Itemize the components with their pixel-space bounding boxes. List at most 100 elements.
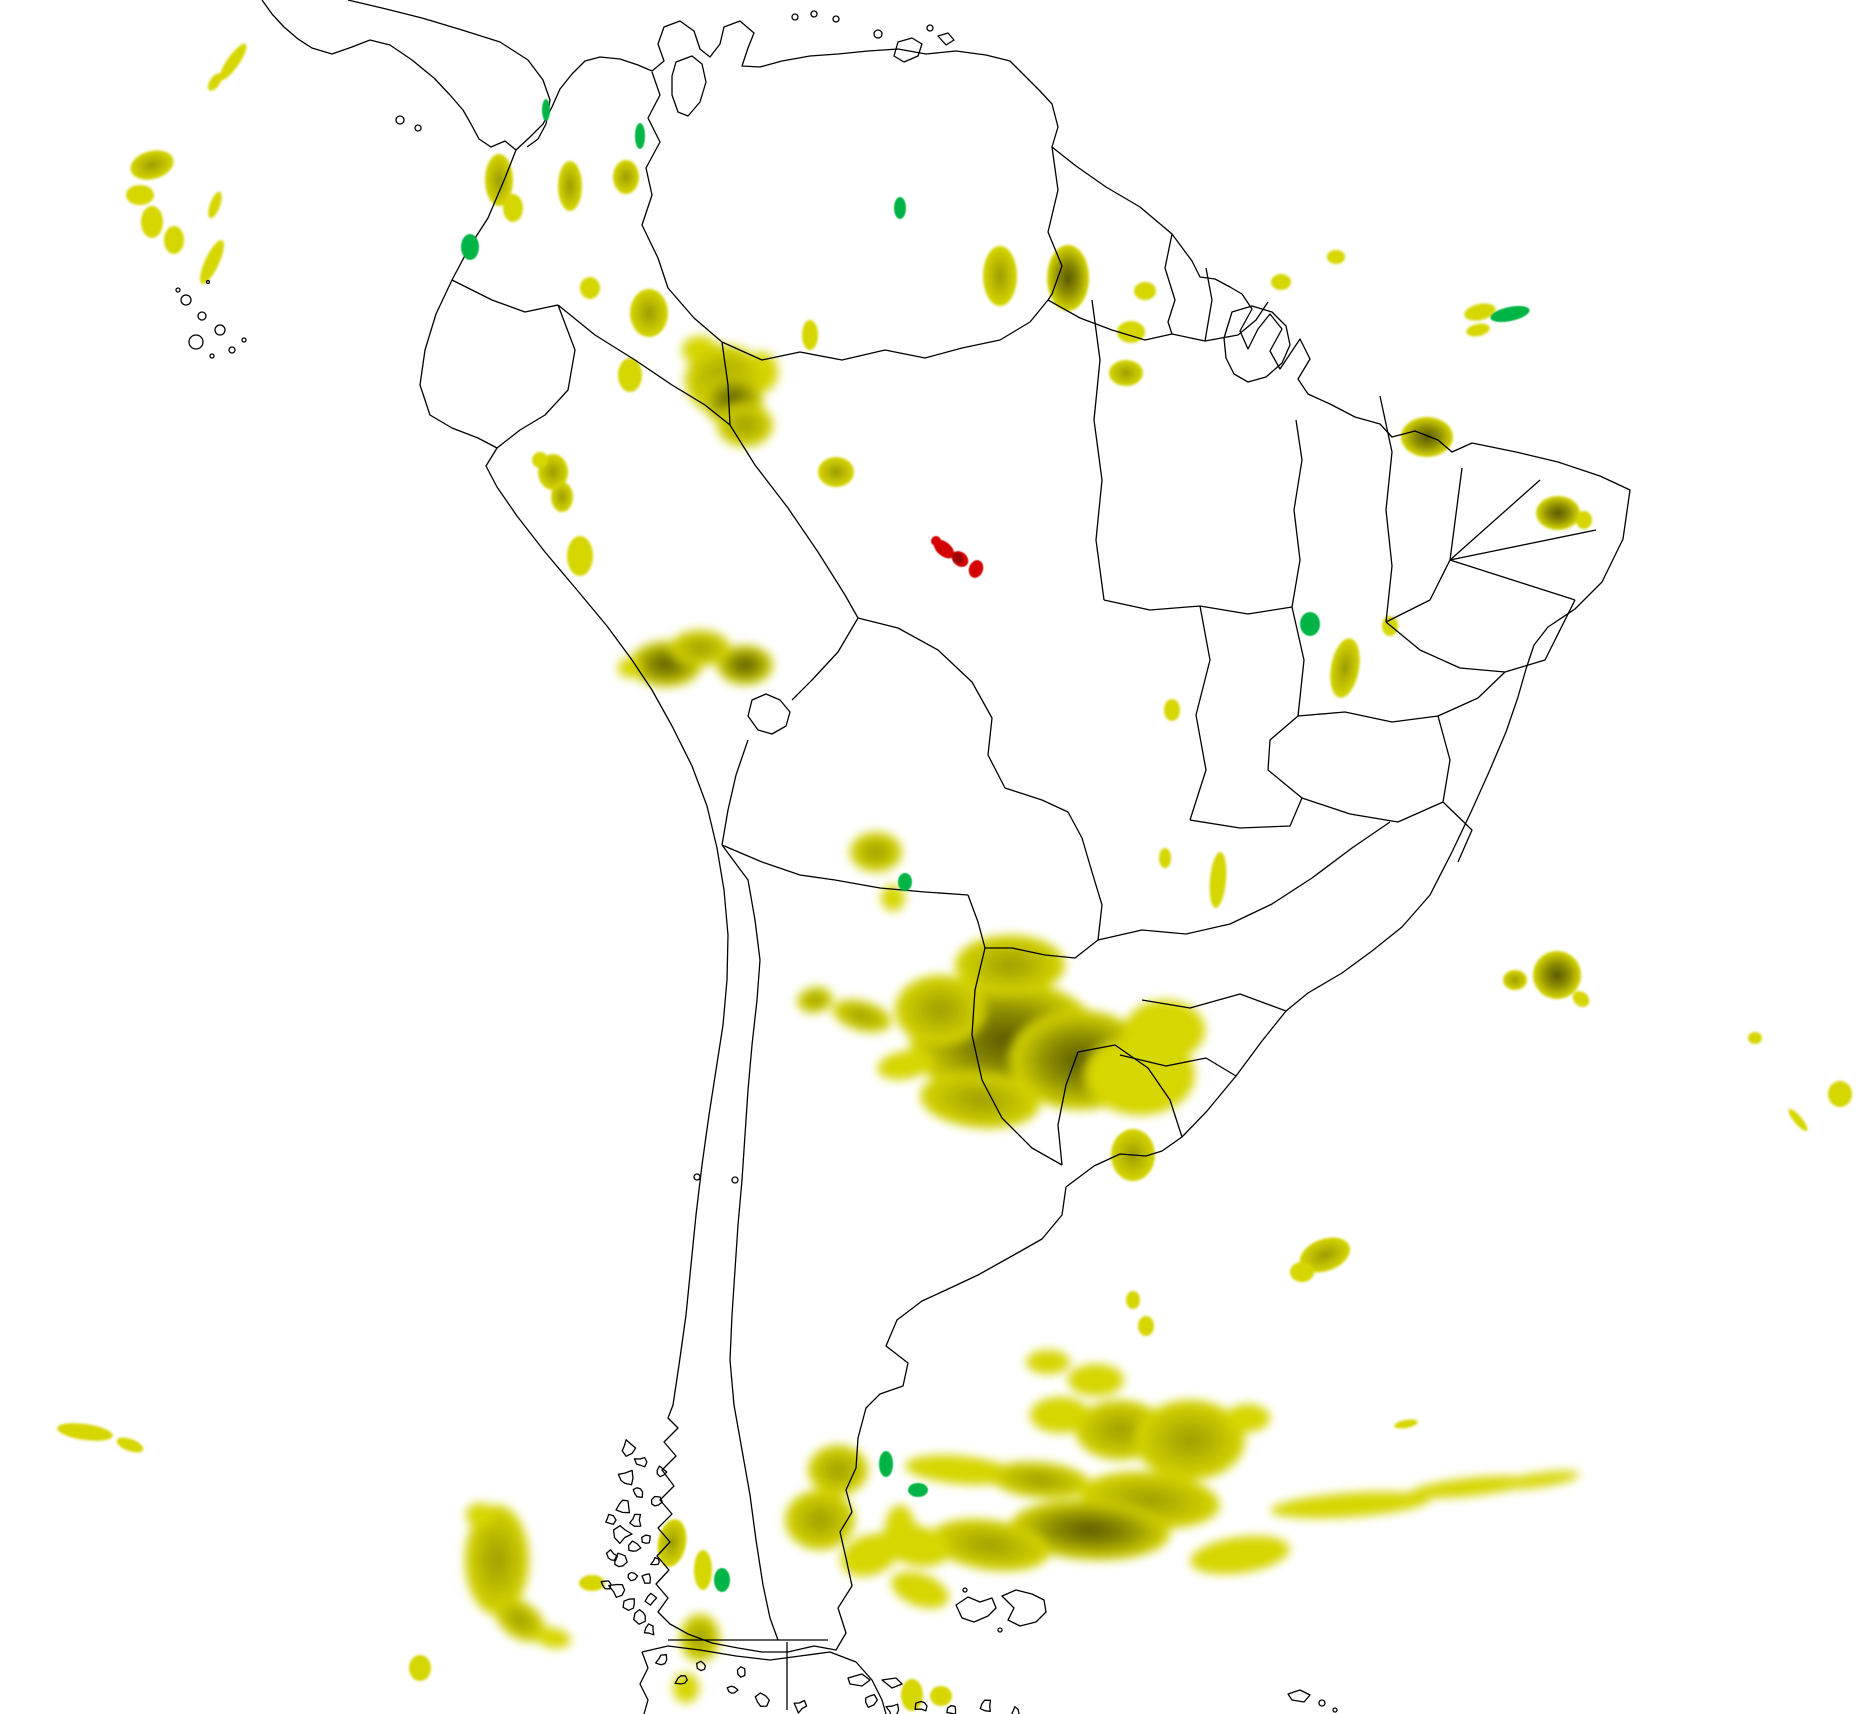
cloud-blob — [635, 123, 645, 149]
trinidad-island — [893, 37, 923, 63]
state-bahia-north — [1385, 599, 1576, 673]
small-island-outline — [997, 1627, 1003, 1633]
cloud-blob — [1394, 1419, 1418, 1429]
cloud-blob — [990, 1461, 1090, 1499]
cloud-blob — [1209, 852, 1227, 908]
cloud-blob — [894, 197, 906, 219]
cloud-blob — [1490, 305, 1530, 323]
cloud-blob — [1536, 496, 1580, 530]
fjord-islet-outline — [655, 1654, 668, 1666]
cloud-blob — [567, 536, 593, 576]
small-island-outline — [832, 15, 840, 23]
border-tierra-del-fuego — [668, 1639, 828, 1710]
cloud-blob — [885, 1505, 915, 1555]
cloud-blob — [930, 1518, 1050, 1572]
cloud-blob — [1503, 970, 1527, 990]
cloud-blob — [1300, 612, 1320, 636]
small-island-outline — [731, 1176, 739, 1184]
cloud-blob — [920, 1071, 1040, 1129]
cloud-blob — [968, 560, 984, 578]
small-island-outline — [205, 279, 211, 285]
fjord-islet-outline — [656, 1465, 668, 1478]
cloud-blob — [1138, 1316, 1154, 1336]
cloud-blob — [881, 885, 905, 911]
small-island-outline — [241, 337, 247, 343]
state-ms-goias — [1189, 797, 1303, 829]
cloud-blob — [850, 832, 902, 872]
precip-red-layer — [931, 536, 984, 578]
cloud-blob — [983, 246, 1017, 306]
fjord-islet-outline — [600, 1580, 612, 1590]
cloud-blob — [657, 1519, 687, 1567]
cloud-blob — [558, 161, 582, 211]
fjord-islet-outline — [633, 1456, 648, 1468]
cloud-blob — [1748, 1032, 1762, 1044]
fjord-islet-outline — [622, 1598, 635, 1611]
cloud-blob — [485, 154, 513, 206]
falkland-west — [955, 1596, 997, 1623]
small-island-outline — [197, 311, 207, 321]
cloud-blob — [1788, 1108, 1808, 1132]
border-uruguay-brazil — [1077, 1044, 1183, 1138]
cloud-blob — [1576, 511, 1592, 529]
cloud-blob — [905, 1455, 1015, 1485]
cloud-blob — [891, 1571, 949, 1609]
state-para-maranhao — [1379, 395, 1393, 623]
fjord-islet-outline — [627, 1540, 642, 1552]
border-guyana-suriname — [1164, 233, 1176, 335]
cloud-blob — [494, 1598, 546, 1642]
small-island-outline — [810, 10, 818, 18]
cloud-blob — [717, 403, 773, 447]
cloud-blob — [840, 1533, 900, 1577]
border-paraguay-argentina — [967, 894, 1063, 1166]
border-paraguay-brazil — [985, 837, 1103, 959]
cloud-blob — [1159, 848, 1171, 868]
margarita-island — [937, 32, 955, 46]
small-island-outline — [873, 29, 883, 39]
fjord-islet-outline — [726, 1685, 739, 1694]
fjord-islet-outline — [674, 1675, 688, 1685]
cloud-blob — [908, 1483, 928, 1497]
fjord-islet-outline — [754, 1692, 770, 1707]
cloud-blob — [1401, 417, 1453, 457]
cloud-blob — [1109, 360, 1143, 386]
small-island-outline — [414, 124, 422, 132]
cloud-blob — [717, 645, 773, 685]
border-colombia-peru — [557, 304, 731, 426]
lake-titicaca — [747, 693, 791, 735]
state-amazonas-para — [1091, 299, 1105, 601]
fjord-islet-outline — [736, 1666, 746, 1678]
border-french-guiana-brazil — [1237, 301, 1269, 336]
falkland-east — [1001, 1589, 1047, 1627]
small-island-outline — [228, 346, 236, 354]
cloud-layer-soft — [465, 336, 1580, 1703]
cloud-blob — [164, 226, 184, 254]
cloud-blob — [1135, 1400, 1245, 1480]
cloud-blob — [1270, 1491, 1430, 1519]
cloud-blob — [1134, 282, 1156, 300]
cloud-blob — [613, 160, 639, 194]
state-sc-rs — [1119, 1054, 1237, 1077]
cloud-blob — [532, 452, 548, 468]
small-island-outline — [962, 1587, 968, 1593]
cloud-blob — [877, 1050, 933, 1080]
lake-maracaibo — [671, 55, 707, 117]
cloud-blob — [931, 536, 941, 546]
cloud-blob — [461, 234, 479, 260]
border-colombia-brazil — [721, 341, 731, 426]
cloud-blob — [630, 289, 668, 337]
cloud-blob — [1068, 1364, 1124, 1396]
small-island-outline — [209, 353, 215, 359]
cloud-blob — [1047, 245, 1089, 311]
state-parana-sc — [1141, 993, 1287, 1012]
cloud-blob — [1290, 1262, 1314, 1282]
border-bolivia-brazil — [857, 617, 1083, 839]
cloud-blob — [126, 185, 154, 205]
cloud-blob — [714, 1568, 730, 1592]
precip-green-layer — [461, 99, 1530, 1592]
border-ecuador-peru — [496, 304, 576, 449]
cloud-blob — [1190, 1535, 1290, 1575]
coast-central-america-pacific — [261, 0, 517, 151]
cloud-blob — [879, 1451, 893, 1477]
cloud-blob — [1010, 1499, 1170, 1561]
